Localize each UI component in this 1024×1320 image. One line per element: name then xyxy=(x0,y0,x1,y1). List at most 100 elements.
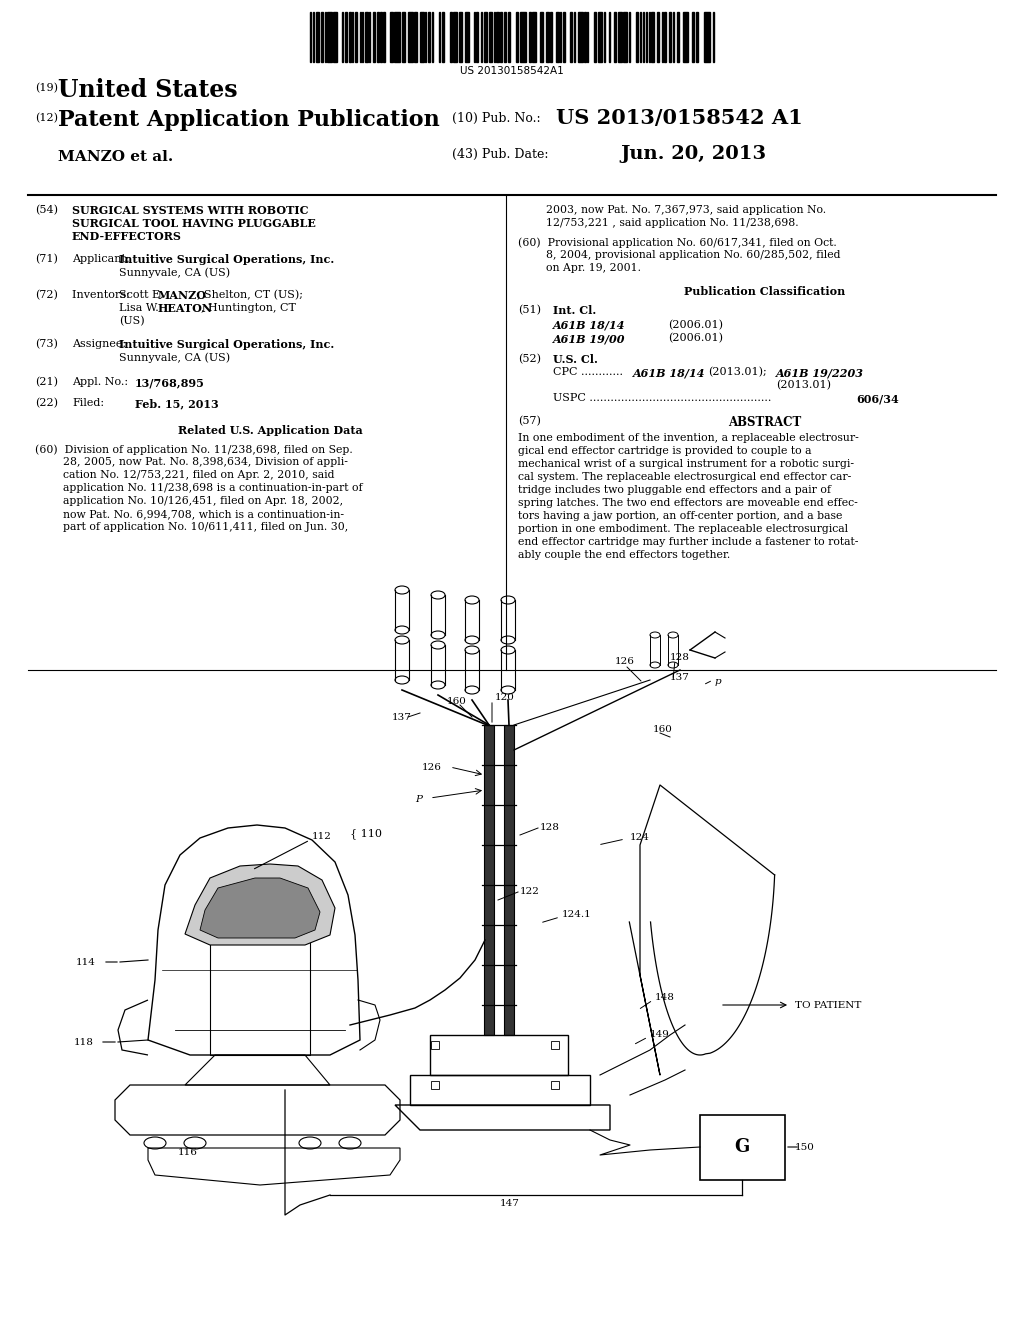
Bar xyxy=(342,12,343,62)
Bar xyxy=(540,12,543,62)
Text: application No. 10/126,451, filed on Apr. 18, 2002,: application No. 10/126,451, filed on Apr… xyxy=(35,496,343,506)
Text: 128: 128 xyxy=(670,653,690,663)
Text: , Huntington, CT: , Huntington, CT xyxy=(201,304,296,313)
Text: G: G xyxy=(734,1138,750,1156)
Text: 114: 114 xyxy=(76,958,96,968)
Text: HEATON: HEATON xyxy=(158,304,213,314)
Bar xyxy=(476,12,477,62)
Bar xyxy=(432,12,433,62)
Text: (71): (71) xyxy=(35,253,58,264)
Bar xyxy=(617,12,623,62)
Text: { 110: { 110 xyxy=(350,828,382,838)
Bar xyxy=(484,725,494,1035)
Text: Filed:: Filed: xyxy=(72,399,104,408)
Text: SURGICAL TOOL HAVING PLUGGABLE: SURGICAL TOOL HAVING PLUGGABLE xyxy=(72,218,315,228)
Text: (12): (12) xyxy=(35,114,58,123)
Bar xyxy=(670,12,672,62)
Text: Publication Classification: Publication Classification xyxy=(684,286,846,297)
Bar xyxy=(603,12,605,62)
Text: (US): (US) xyxy=(119,315,144,326)
Bar xyxy=(556,12,559,62)
Text: Sunnyvale, CA (US): Sunnyvale, CA (US) xyxy=(119,267,230,277)
Bar xyxy=(345,12,347,62)
Text: (19): (19) xyxy=(35,83,58,94)
Text: (21): (21) xyxy=(35,378,58,387)
Bar xyxy=(394,12,400,62)
Text: 122: 122 xyxy=(520,887,540,896)
Bar xyxy=(210,940,310,1055)
Bar xyxy=(579,12,583,62)
Text: , Shelton, CT (US);: , Shelton, CT (US); xyxy=(197,290,303,301)
Text: A61B 19/2203: A61B 19/2203 xyxy=(776,367,864,378)
Bar xyxy=(651,12,654,62)
Bar xyxy=(629,12,630,62)
Text: Applicant:: Applicant: xyxy=(72,253,133,264)
Text: (2013.01): (2013.01) xyxy=(776,380,831,391)
Bar xyxy=(508,12,510,62)
Text: Jun. 20, 2013: Jun. 20, 2013 xyxy=(620,145,766,162)
Bar xyxy=(700,1115,785,1180)
Bar xyxy=(389,12,393,62)
Text: Intuitive Surgical Operations, Inc.: Intuitive Surgical Operations, Inc. xyxy=(119,253,334,265)
Text: 126: 126 xyxy=(422,763,442,772)
Bar xyxy=(677,12,679,62)
Bar xyxy=(380,12,382,62)
Bar xyxy=(516,12,517,62)
Bar xyxy=(428,12,430,62)
Bar xyxy=(431,1081,439,1089)
Bar xyxy=(551,1081,559,1089)
Text: END-EFFECTORS: END-EFFECTORS xyxy=(72,231,182,242)
Text: (57): (57) xyxy=(518,416,541,426)
Bar xyxy=(643,12,644,62)
Text: 148: 148 xyxy=(655,993,675,1002)
Bar xyxy=(349,12,351,62)
Bar xyxy=(587,12,589,62)
Bar xyxy=(362,12,364,62)
Text: 112: 112 xyxy=(312,832,332,841)
Bar xyxy=(662,12,663,62)
Text: USPC ....................................................: USPC ...................................… xyxy=(553,393,771,403)
Text: 150: 150 xyxy=(795,1143,815,1152)
Text: 2003, now Pat. No. 7,367,973, said application No.: 2003, now Pat. No. 7,367,973, said appli… xyxy=(518,205,826,215)
Text: Intuitive Surgical Operations, Inc.: Intuitive Surgical Operations, Inc. xyxy=(119,339,334,350)
Bar xyxy=(546,12,549,62)
Text: 118: 118 xyxy=(74,1038,94,1047)
Text: 8, 2004, provisional application No. 60/285,502, filed: 8, 2004, provisional application No. 60/… xyxy=(518,249,841,260)
Text: (10) Pub. No.:: (10) Pub. No.: xyxy=(452,112,541,125)
Text: US 2013/0158542 A1: US 2013/0158542 A1 xyxy=(556,108,803,128)
Text: ably couple the end effectors together.: ably couple the end effectors together. xyxy=(518,550,730,560)
Bar xyxy=(451,12,452,62)
Bar xyxy=(551,1041,559,1049)
Bar xyxy=(563,12,565,62)
Text: 120: 120 xyxy=(495,693,515,702)
Bar xyxy=(501,12,503,62)
Bar xyxy=(425,12,426,62)
Text: (22): (22) xyxy=(35,399,58,408)
Text: (2006.01): (2006.01) xyxy=(668,319,723,330)
Text: (60)  Provisional application No. 60/617,341, filed on Oct.: (60) Provisional application No. 60/617,… xyxy=(518,238,837,248)
Bar xyxy=(352,12,353,62)
Bar xyxy=(569,12,571,62)
Text: A61B 18/14: A61B 18/14 xyxy=(633,367,706,378)
Text: Int. Cl.: Int. Cl. xyxy=(553,305,596,315)
Bar xyxy=(374,12,376,62)
Text: A61B 19/00: A61B 19/00 xyxy=(553,333,626,345)
Bar xyxy=(474,12,475,62)
Text: 137: 137 xyxy=(392,713,412,722)
Text: mechanical wrist of a surgical instrument for a robotic surgi-: mechanical wrist of a surgical instrumen… xyxy=(518,459,854,469)
Text: Feb. 15, 2013: Feb. 15, 2013 xyxy=(135,399,219,409)
Text: 137: 137 xyxy=(670,673,690,682)
Bar xyxy=(528,12,530,62)
Text: Inventors:: Inventors: xyxy=(72,290,133,300)
Bar xyxy=(696,12,697,62)
Text: (2013.01);: (2013.01); xyxy=(708,367,767,378)
Text: MANZO: MANZO xyxy=(158,290,207,301)
Text: spring latches. The two end effectors are moveable end effec-: spring latches. The two end effectors ar… xyxy=(518,498,858,508)
Text: 147: 147 xyxy=(500,1199,520,1208)
Text: Sunnyvale, CA (US): Sunnyvale, CA (US) xyxy=(119,352,230,363)
Bar xyxy=(613,12,615,62)
Bar xyxy=(481,12,482,62)
Text: CPC ............: CPC ............ xyxy=(553,367,623,378)
Text: 124.1: 124.1 xyxy=(562,909,592,919)
Bar xyxy=(409,12,413,62)
